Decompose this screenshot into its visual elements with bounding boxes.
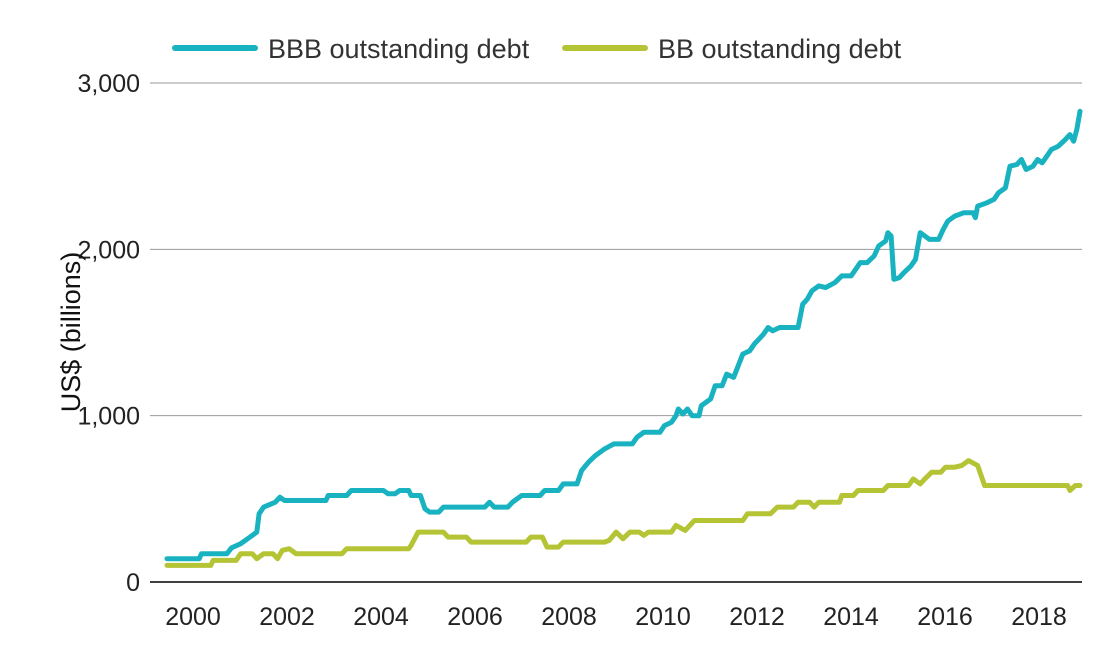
x-tick-label: 2002 [259,603,315,631]
x-tick-label: 2006 [447,603,503,631]
x-tick-label: 2000 [165,603,221,631]
x-axis-tick-labels: 2000 2002 2004 2006 2008 2010 2012 2014 2016 2018 [165,603,1067,631]
x-tick-label: 2016 [917,603,973,631]
x-tick-label: 2010 [635,603,691,631]
y-tick-label: 3,000 [77,70,140,98]
series-line-bb [164,458,1083,568]
x-tick-label: 2018 [1011,603,1067,631]
series-lines [164,108,1083,568]
x-tick-label: 2004 [353,603,409,631]
legend: BBB outstanding debt BB outstanding debt [172,34,902,64]
y-tick-label: 2,000 [77,236,140,264]
legend-label-bbb: BBB outstanding debt [268,34,530,64]
y-tick-label: 1,000 [77,403,140,431]
gridlines [150,82,1082,417]
y-axis-tick-labels: 0 1,000 2,000 3,000 [77,70,140,597]
x-tick-label: 2008 [541,603,597,631]
y-tick-label: 0 [126,569,140,597]
x-tick-label: 2014 [823,603,879,631]
y-axis-label: US$ (billions) [56,252,86,413]
legend-label-bb: BB outstanding debt [658,34,902,64]
series-line-bbb [164,108,1083,562]
x-tick-label: 2012 [729,603,785,631]
